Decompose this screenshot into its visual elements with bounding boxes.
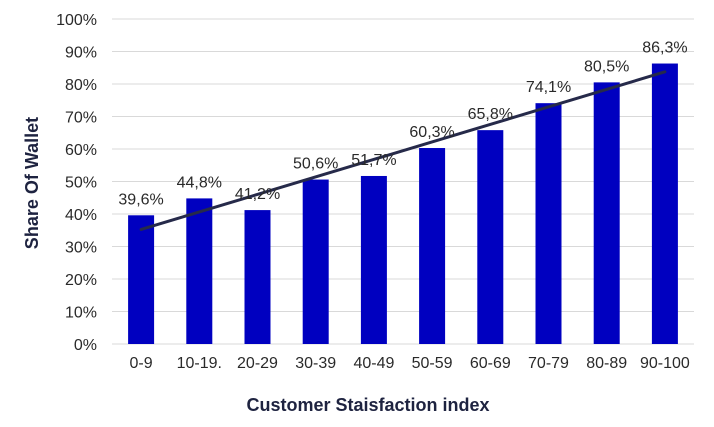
data-label: 86,3% [642, 40, 687, 57]
bar [477, 130, 504, 344]
x-tick-label: 0-9 [130, 355, 153, 372]
y-tick-label: 20% [65, 272, 97, 289]
trendline [139, 70, 667, 231]
trendline-group [139, 70, 667, 231]
bar [302, 179, 329, 344]
data-label: 39,6% [118, 191, 163, 208]
bar [593, 82, 620, 344]
x-axis-title: Customer Staisfaction index [246, 395, 489, 415]
x-tick-label: 60-69 [470, 355, 511, 372]
data-label: 50,6% [293, 156, 338, 173]
data-label: 65,8% [468, 106, 513, 123]
bar [360, 175, 387, 344]
data-label: 60,3% [409, 124, 454, 141]
bar [244, 210, 271, 344]
y-tick-label: 90% [65, 45, 97, 62]
x-tick-label: 70-79 [528, 355, 569, 372]
y-tick-label: 30% [65, 240, 97, 257]
bar [651, 63, 678, 345]
y-tick-label: 0% [74, 337, 97, 354]
y-tick-label: 70% [65, 110, 97, 127]
data-label: 44,8% [177, 174, 222, 191]
y-tick-label: 80% [65, 77, 97, 94]
bars [128, 63, 678, 345]
x-tick-label: 90-100 [640, 355, 690, 372]
y-tick-label: 10% [65, 305, 97, 322]
y-axis-ticks: 0% 10% 20% 30% 40% 50% 60% 70% 80% 90% 100% [56, 12, 97, 354]
x-axis-ticks: 0-9 10-19. 20-29 30-39 40-49 50-59 60-69 70-79 8… [130, 355, 690, 372]
x-tick-label: 30-39 [295, 355, 336, 372]
data-label: 41,2% [235, 186, 280, 203]
x-tick-label: 50-59 [412, 355, 453, 372]
x-tick-label: 20-29 [237, 355, 278, 372]
bar [186, 198, 213, 344]
x-tick-label: 10-19. [177, 355, 222, 372]
bar [128, 215, 155, 344]
bar [419, 148, 446, 344]
y-axis-title: Share Of Wallet [22, 117, 42, 249]
data-label: 80,5% [584, 58, 629, 75]
x-tick-label: 80-89 [586, 355, 627, 372]
x-tick-label: 40-49 [353, 355, 394, 372]
bar [535, 103, 562, 344]
data-labels: 39,6% 44,8% 41,2% 50,6% 51,7% 60,3% 65,8% 74,1%… [118, 40, 687, 209]
data-label: 74,1% [526, 79, 571, 96]
y-tick-label: 60% [65, 142, 97, 159]
data-label: 51,7% [351, 152, 396, 169]
y-tick-label: 100% [56, 12, 97, 29]
y-tick-label: 40% [65, 207, 97, 224]
y-tick-label: 50% [65, 175, 97, 192]
